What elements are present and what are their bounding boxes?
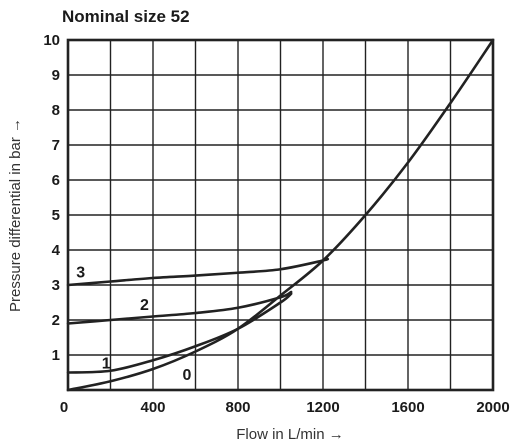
plot-frame (66, 38, 495, 392)
curves (66, 38, 495, 392)
y-tick-label: 10 (43, 32, 60, 49)
chart-title: Nominal size 52 (62, 7, 190, 26)
y-tick-labels: 1 2 3 4 5 6 7 8 9 10 (43, 32, 60, 364)
x-tick-label: 1600 (391, 399, 424, 416)
y-tick-label: 8 (52, 102, 60, 119)
x-tick-label: 800 (225, 399, 250, 416)
series-line-1 (66, 292, 293, 374)
grid (68, 40, 493, 390)
curve-label-1: 1 (102, 355, 111, 372)
x-axis-label: Flow in L/min → (236, 426, 344, 443)
y-tick-label: 1 (52, 347, 60, 364)
x-tick-label: 1200 (306, 399, 339, 416)
series-line-0 (66, 38, 495, 392)
x-tick-label: 400 (140, 399, 165, 416)
curve-label-3: 3 (76, 264, 85, 281)
curve-labels: 3 2 1 0 (76, 264, 191, 384)
curve-label-0: 0 (183, 367, 192, 384)
y-tick-label: 9 (52, 67, 60, 84)
x-tick-label: 2000 (476, 399, 509, 416)
y-axis-label: Pressure differential in bar → (7, 118, 24, 312)
y-tick-label: 5 (52, 207, 60, 224)
y-tick-label: 3 (52, 277, 60, 294)
y-tick-label: 7 (52, 137, 60, 154)
y-tick-label: 2 (52, 312, 60, 329)
x-tick-label: 0 (60, 399, 68, 416)
y-tick-label: 6 (52, 172, 60, 189)
series-line-2 (66, 290, 293, 325)
x-tick-labels: 0 400 800 1200 1600 2000 (60, 399, 510, 416)
y-tick-label: 4 (52, 242, 61, 259)
series-line-3 (66, 257, 330, 287)
curve-label-2: 2 (140, 297, 149, 314)
